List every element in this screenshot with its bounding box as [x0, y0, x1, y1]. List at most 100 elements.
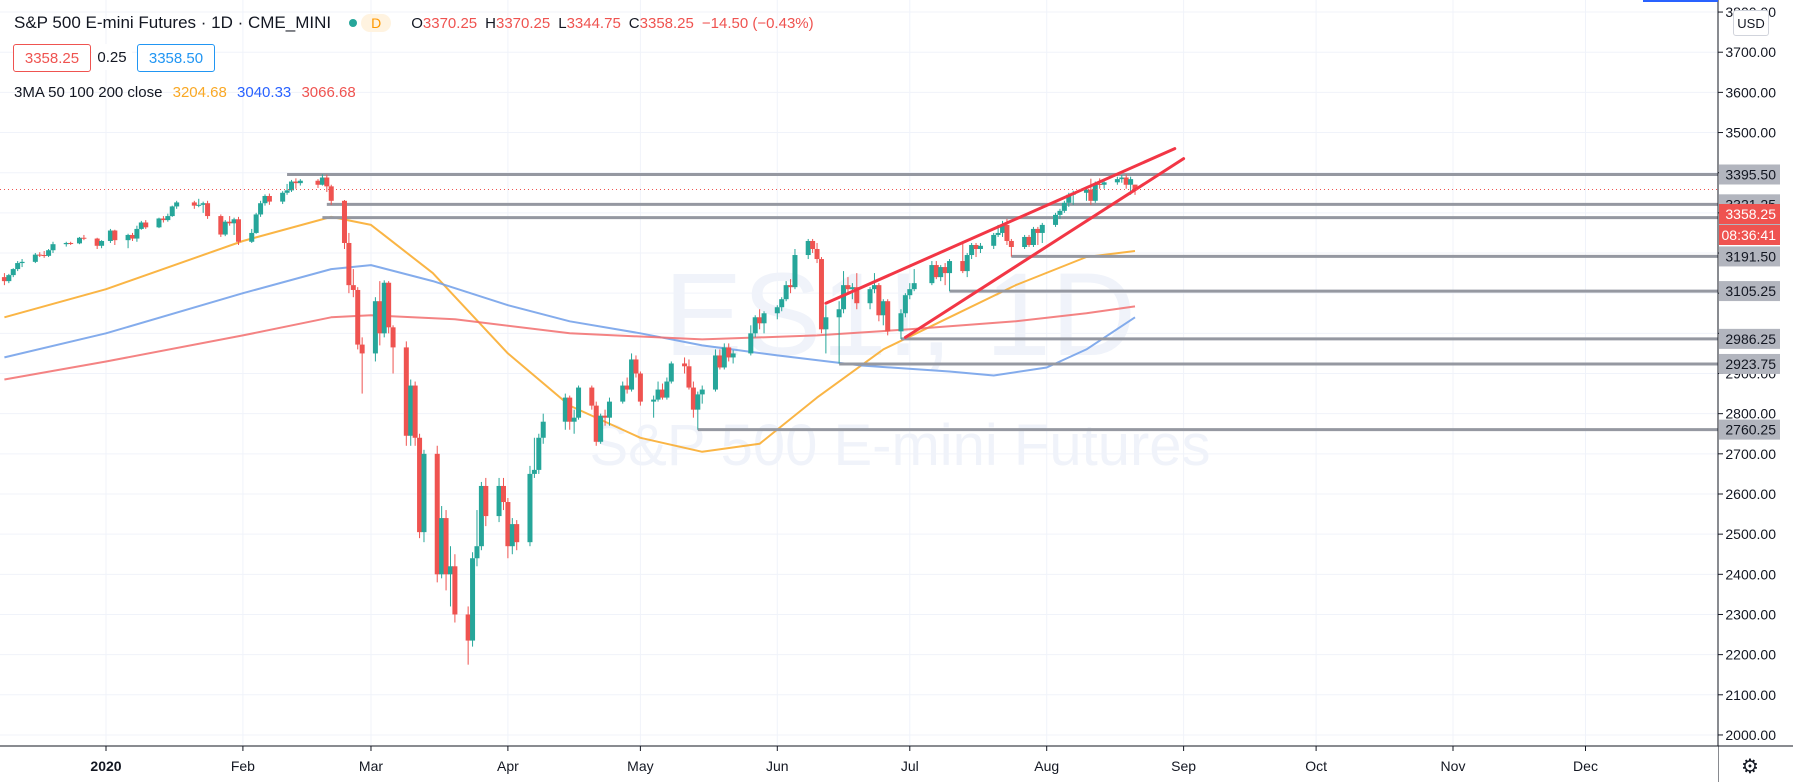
- candle: [991, 232, 997, 250]
- candle-body: [134, 228, 140, 239]
- sell-price-box[interactable]: 3358.25: [13, 44, 91, 72]
- ma-legend[interactable]: 3MA 50 100 200 close 3204.68 3040.33 306…: [14, 84, 356, 101]
- candle: [633, 355, 639, 378]
- candle-body: [1101, 182, 1107, 185]
- candle-body: [328, 186, 334, 201]
- candle-body: [266, 195, 272, 202]
- candle-body: [752, 317, 758, 334]
- candle: [439, 506, 445, 579]
- candle-body: [417, 437, 423, 533]
- candle-body: [651, 399, 657, 402]
- candle: [1022, 234, 1028, 250]
- candle-body: [668, 363, 674, 382]
- candle-body: [1132, 184, 1138, 190]
- trend-line: [903, 157, 1186, 339]
- candle: [1097, 178, 1103, 189]
- candle: [929, 261, 935, 286]
- candle-body: [629, 359, 635, 390]
- candle: [293, 178, 299, 189]
- level-label-bg: [1719, 281, 1780, 302]
- candle-body: [854, 287, 860, 304]
- candle-body: [836, 309, 842, 318]
- candle-body: [721, 347, 727, 368]
- candle-body: [434, 453, 440, 575]
- candle-body: [222, 221, 228, 235]
- candle: [876, 283, 882, 322]
- high-label: H: [485, 14, 496, 32]
- candle-body: [1057, 210, 1063, 215]
- candle: [854, 273, 860, 310]
- candle: [231, 217, 237, 235]
- candle-body: [977, 245, 983, 250]
- candle-body: [779, 299, 785, 308]
- candle-body: [748, 333, 754, 354]
- candle-body: [964, 255, 970, 272]
- interval-badge[interactable]: D: [361, 14, 392, 32]
- candle-body: [593, 405, 599, 442]
- candle-body: [346, 242, 352, 286]
- buy-price-box[interactable]: 3358.50: [137, 44, 215, 72]
- candle-body: [589, 387, 595, 406]
- y-tick-label: 2100.00: [1725, 687, 1776, 703]
- y-tick-label: 3500.00: [1725, 125, 1776, 141]
- candle: [721, 343, 727, 370]
- candle: [346, 232, 352, 294]
- candles[interactable]: [1, 174, 1138, 665]
- level-label-bg: [1719, 246, 1780, 267]
- candle: [447, 546, 453, 607]
- candle-body: [94, 238, 100, 246]
- y-tick-label: 2600.00: [1725, 486, 1776, 502]
- candle-body: [6, 275, 12, 282]
- x-tick-label: 2020: [90, 758, 121, 774]
- candle-body: [995, 232, 1001, 235]
- candle-body: [1, 277, 7, 282]
- candle: [911, 269, 917, 292]
- currency-button[interactable]: USD: [1733, 10, 1769, 36]
- symbol-title[interactable]: S&P 500 E-mini Futures · 1D · CME_MINI: [14, 13, 332, 32]
- candle: [712, 349, 718, 392]
- candle-body: [324, 177, 330, 187]
- candle-body: [898, 313, 904, 332]
- candle: [845, 277, 851, 294]
- ma100-line: [4, 264, 1136, 377]
- candle: [902, 293, 908, 318]
- candle-body: [350, 285, 356, 290]
- candle: [686, 359, 692, 390]
- level-label-bg: [1719, 419, 1780, 440]
- candle: [788, 279, 794, 294]
- candle-body: [99, 240, 105, 246]
- candle-body: [421, 453, 427, 533]
- trend-lines[interactable]: [824, 147, 1186, 339]
- candle: [443, 510, 449, 591]
- candle-body: [792, 255, 798, 288]
- candle: [562, 393, 568, 430]
- candle: [297, 179, 303, 186]
- level-label: 3395.50: [1725, 167, 1776, 183]
- candle: [94, 237, 100, 250]
- candle-body: [1022, 236, 1028, 247]
- candle: [156, 217, 162, 229]
- candle-body: [372, 301, 378, 354]
- candle-body: [377, 301, 383, 334]
- candle: [483, 477, 489, 527]
- candle: [960, 240, 966, 274]
- candle-body: [757, 317, 763, 324]
- candle-body: [871, 285, 877, 290]
- symbol-header[interactable]: S&P 500 E-mini Futures · 1D · CME_MINI D…: [14, 12, 822, 34]
- x-tick-label: Sep: [1171, 758, 1196, 774]
- candle: [598, 413, 604, 444]
- candle: [372, 297, 378, 362]
- candle-body: [355, 289, 361, 345]
- candle-body: [624, 385, 630, 390]
- candle: [1057, 208, 1063, 219]
- level-label-bg: [1719, 328, 1780, 349]
- candle: [205, 200, 211, 219]
- candle-body: [682, 363, 688, 367]
- candle: [10, 268, 16, 278]
- time-axis[interactable]: [0, 746, 1718, 782]
- y-tick-label: 2800.00: [1725, 406, 1776, 422]
- gear-icon[interactable]: ⚙: [1741, 756, 1759, 778]
- candle-body: [783, 285, 789, 300]
- candle-body: [849, 287, 855, 290]
